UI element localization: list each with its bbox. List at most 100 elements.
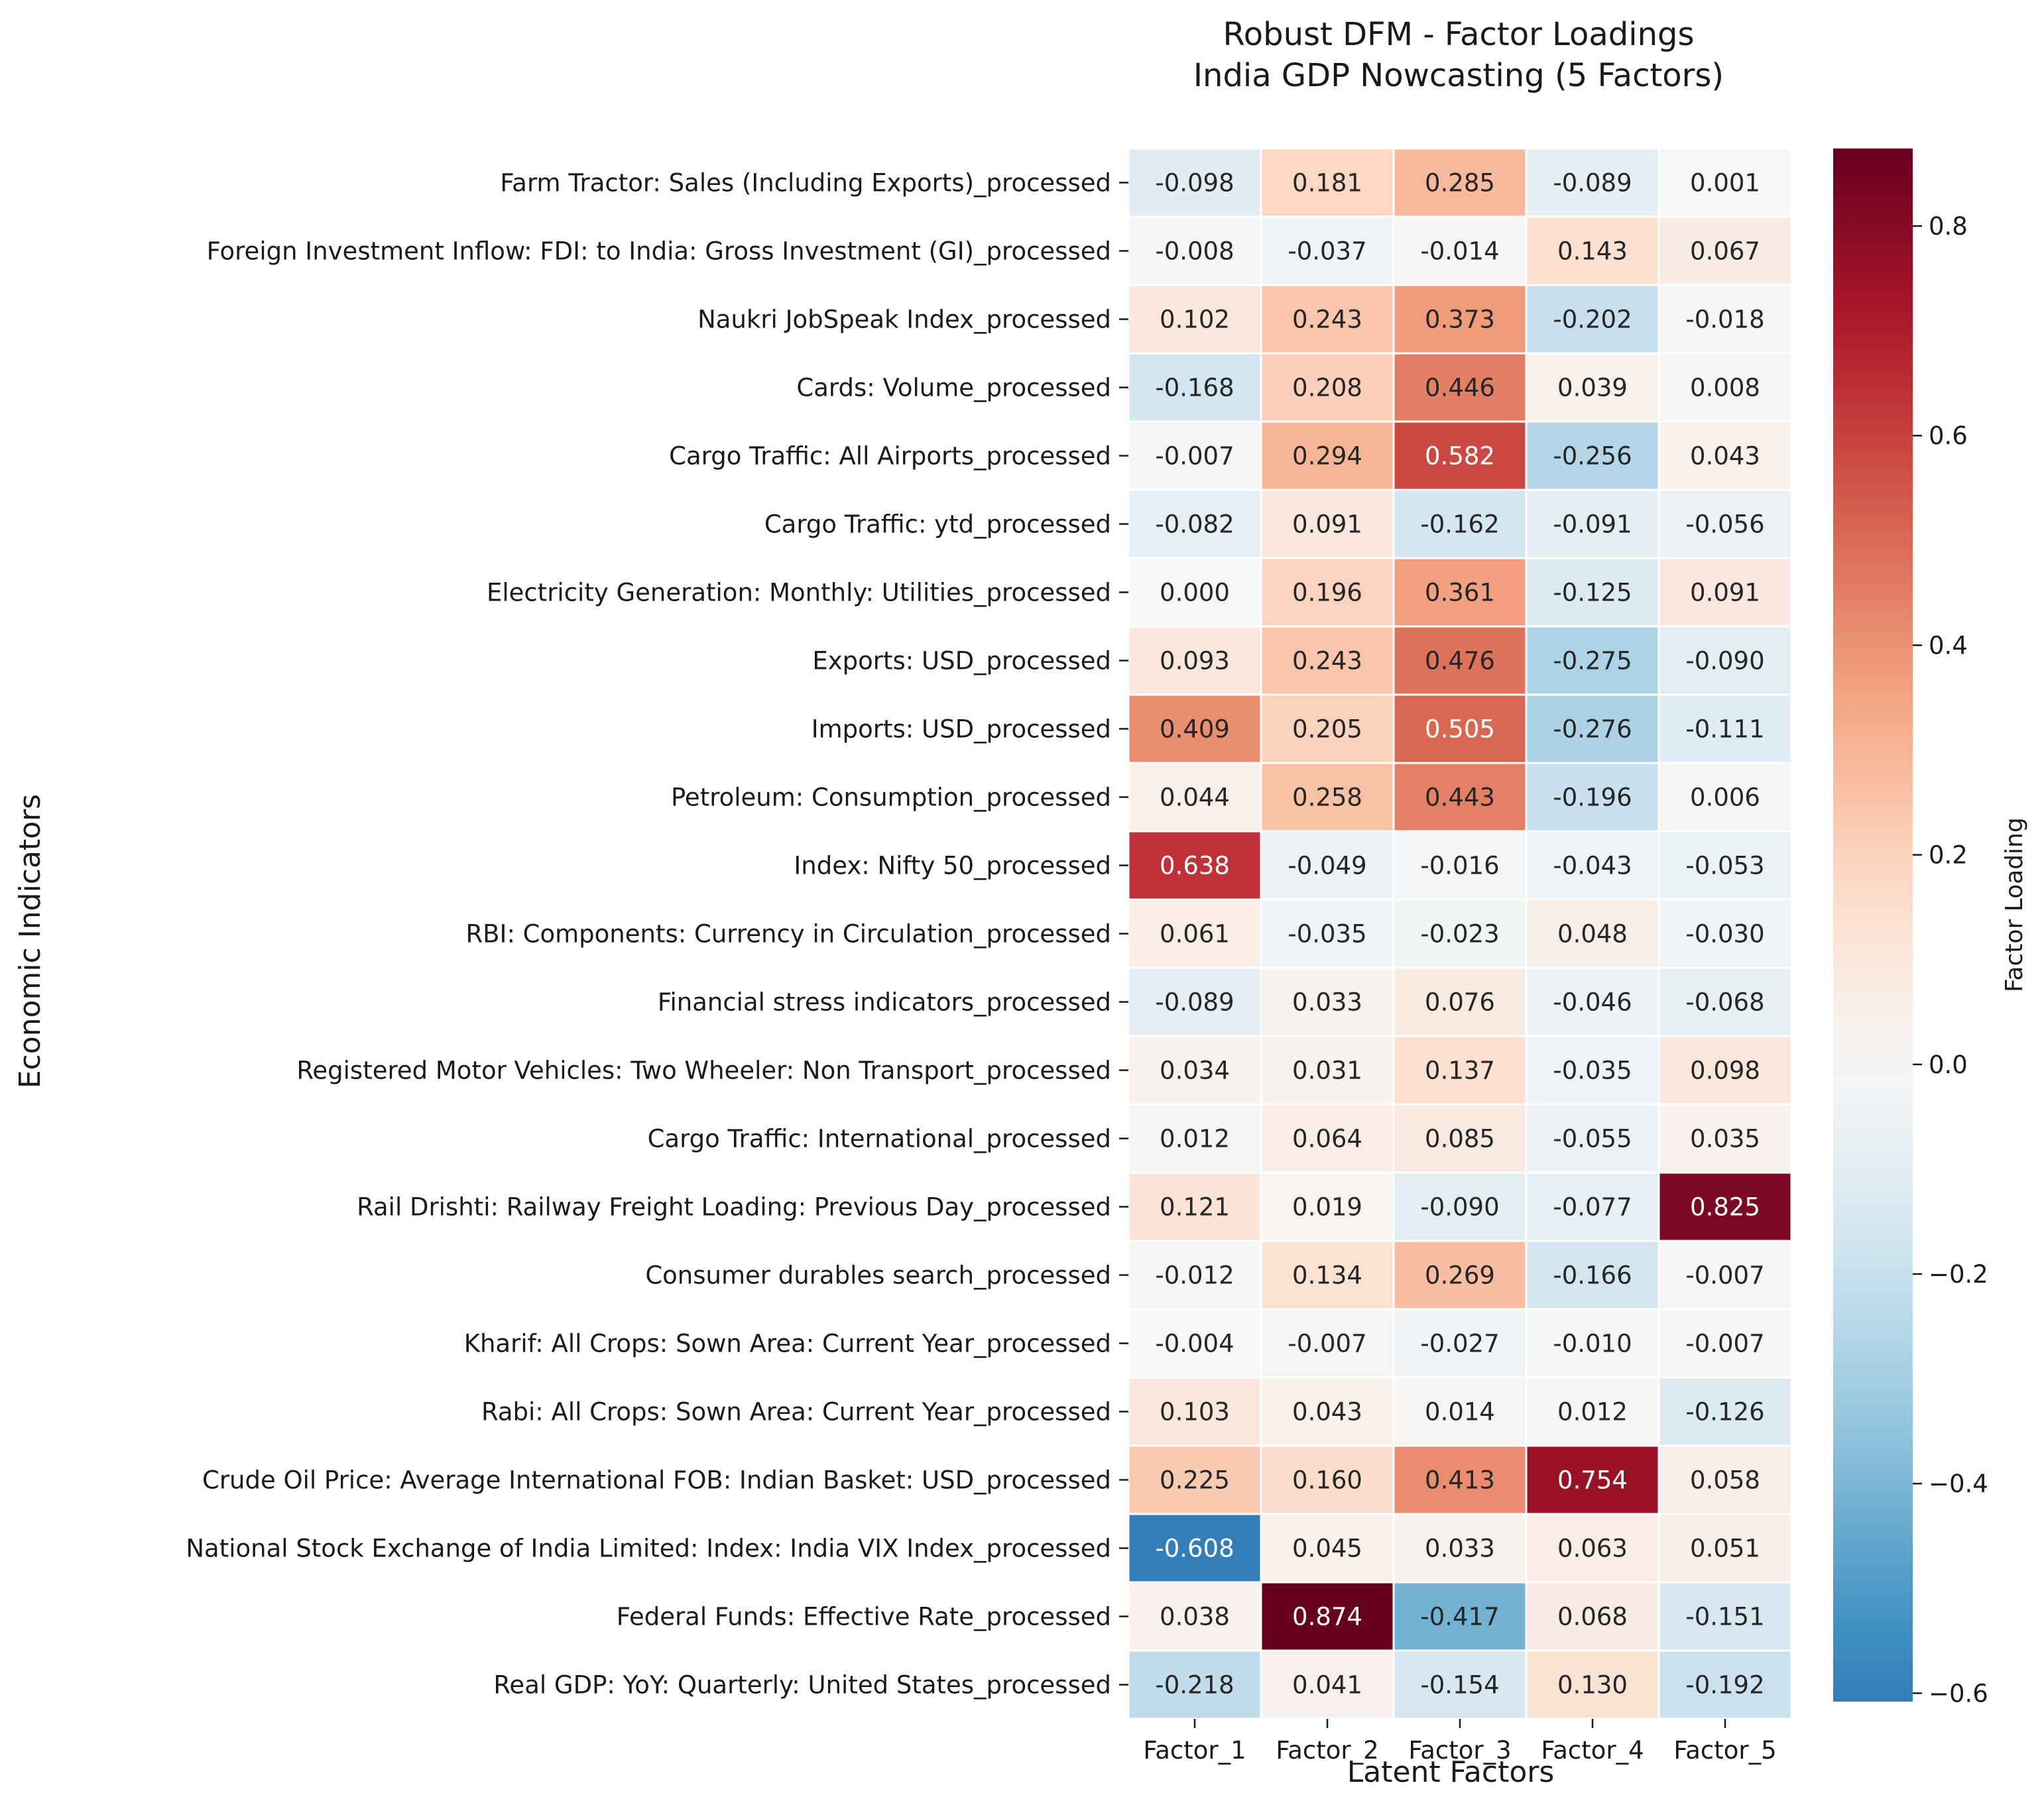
heatmap-cell: [1392, 1103, 1528, 1174]
heatmap-cell: [1260, 1649, 1395, 1720]
cell-value-label: 0.068: [1557, 1603, 1628, 1631]
y-tick-labels: Farm Tractor: Sales (Including Exports)_…: [186, 169, 1128, 1700]
cell-value-label: 0.443: [1425, 784, 1495, 812]
cell-value-label: -0.027: [1420, 1330, 1499, 1358]
heatmap-cell: [1525, 1240, 1660, 1311]
heatmap-cell: [1657, 1308, 1793, 1379]
cell-value-label: 0.014: [1425, 1398, 1495, 1427]
cell-value-label: 0.294: [1292, 442, 1362, 471]
heatmap-cell: [1392, 215, 1528, 286]
cell-value-label: 0.067: [1690, 237, 1760, 266]
heatmap-cell: [1127, 1376, 1262, 1447]
cell-value-label: -0.030: [1685, 920, 1764, 949]
cell-value-label: 0.039: [1557, 374, 1628, 402]
heatmap-cell: [1657, 1581, 1793, 1652]
heatmap-cell: [1657, 1035, 1793, 1106]
cell-value-label: 0.091: [1292, 510, 1362, 539]
cell-value-label: 0.085: [1425, 1125, 1495, 1153]
cell-value-label: -0.037: [1288, 237, 1366, 266]
y-tick-label: Financial stress indicators_processed: [658, 988, 1111, 1017]
cell-value-label: 0.001: [1690, 169, 1760, 198]
heatmap-cell: [1392, 420, 1528, 491]
cell-value-label: 0.181: [1292, 169, 1362, 198]
heatmap-cell: [1392, 693, 1528, 764]
cell-value-label: 0.258: [1292, 784, 1362, 812]
heatmap-cell: [1657, 1103, 1793, 1174]
x-tick-label: Factor_1: [1143, 1736, 1246, 1765]
heatmap-cell: [1525, 762, 1660, 833]
cell-value-label: 0.208: [1292, 374, 1362, 402]
cell-value-label: 0.269: [1425, 1261, 1495, 1290]
chart-title: Robust DFM - Factor Loadings India GDP No…: [1193, 16, 1724, 94]
cell-value-label: 0.098: [1690, 1057, 1760, 1085]
cell-value-label: -0.125: [1553, 579, 1632, 607]
heatmap-cell: [1525, 898, 1660, 969]
cell-value-label: -0.055: [1553, 1125, 1632, 1153]
heatmap-cell: [1525, 830, 1660, 901]
colorbar-tick-label: 0.0: [1929, 1051, 1968, 1079]
heatmap-cell: [1260, 1035, 1395, 1106]
cell-value-label: 0.134: [1292, 1261, 1362, 1290]
cell-value-label: -0.023: [1420, 920, 1499, 949]
y-tick-label: Cargo Traffic: All Airports_processed: [669, 442, 1111, 471]
cell-value-label: 0.041: [1292, 1671, 1362, 1700]
heatmap-cell: [1657, 489, 1793, 559]
cell-value-label: -0.608: [1155, 1535, 1234, 1563]
cell-value-label: 0.008: [1690, 374, 1760, 402]
y-tick-label: Kharif: All Crops: Sown Area: Current Ye…: [464, 1330, 1111, 1358]
heatmap-cell: [1127, 1171, 1262, 1242]
heatmap-cell: [1525, 1308, 1660, 1379]
heatmap-cell: [1525, 625, 1660, 696]
heatmap-cell: [1657, 830, 1793, 901]
heatmap-cell: [1127, 898, 1262, 969]
heatmap-cell: [1392, 1308, 1528, 1379]
cell-value-label: -0.077: [1553, 1193, 1632, 1222]
cell-value-label: 0.019: [1292, 1193, 1362, 1222]
heatmap-cell: [1525, 1444, 1660, 1515]
heatmap-cell: [1127, 557, 1262, 628]
colorbar-tick-label: 0.6: [1929, 422, 1968, 450]
cell-value-label: 0.137: [1425, 1057, 1495, 1085]
heatmap-cell: [1657, 762, 1793, 833]
cell-value-label: 0.874: [1292, 1603, 1362, 1631]
cell-value-label: 0.121: [1160, 1193, 1230, 1222]
cell-value-label: 0.160: [1292, 1466, 1362, 1495]
cell-value-label: 0.034: [1160, 1057, 1230, 1085]
cell-value-label: -0.202: [1553, 306, 1632, 334]
heatmap-cell: [1260, 1513, 1395, 1584]
cell-value-label: 0.000: [1160, 579, 1230, 607]
cell-value-label: -0.090: [1420, 1193, 1499, 1222]
cell-value-label: 0.285: [1425, 169, 1495, 198]
cell-value-label: 0.413: [1425, 1466, 1495, 1495]
colorbar-label: Factor Loading: [2001, 817, 2028, 992]
y-tick-label: Cargo Traffic: ytd_processed: [764, 510, 1111, 539]
cell-value-label: -0.043: [1553, 852, 1632, 880]
heatmap-cell: [1392, 1240, 1528, 1311]
heatmap-cell-labels: -0.098 0.181 0.285 -0.089 0.001 -0.008 -0.037 -…: [1155, 169, 1764, 1700]
cell-value-label: 0.035: [1690, 1125, 1760, 1153]
cell-value-label: 0.064: [1292, 1125, 1362, 1153]
cell-value-label: 0.361: [1425, 579, 1495, 607]
y-tick-label: Petroleum: Consumption_processed: [671, 784, 1111, 812]
cell-value-label: -0.111: [1685, 715, 1764, 744]
heatmap-cell: [1127, 625, 1262, 696]
colorbar-tick-label: −0.4: [1929, 1470, 1988, 1498]
y-tick-label: Index: Nifty 50_processed: [794, 852, 1111, 880]
cell-value-label: -0.168: [1155, 374, 1234, 402]
chart-title-line: Robust DFM - Factor Loadings: [1223, 16, 1695, 53]
y-tick-label: Rabi: All Crops: Sown Area: Current Year…: [481, 1398, 1111, 1427]
heatmap-cell: [1525, 489, 1660, 559]
heatmap-cell: [1525, 1035, 1660, 1106]
cell-value-label: 0.409: [1160, 715, 1230, 744]
heatmap-cell: [1657, 1649, 1793, 1720]
cell-value-label: 0.093: [1160, 647, 1230, 675]
heatmap-cell: [1525, 966, 1660, 1037]
heatmap-cell: [1392, 1513, 1528, 1584]
cell-value-label: 0.045: [1292, 1535, 1362, 1563]
heatmap-cell: [1392, 352, 1528, 423]
heatmap-cell: [1392, 762, 1528, 833]
x-tick-label: Factor_5: [1673, 1736, 1776, 1765]
cell-value-label: 0.130: [1557, 1671, 1628, 1700]
heatmap-cell: [1127, 830, 1262, 901]
